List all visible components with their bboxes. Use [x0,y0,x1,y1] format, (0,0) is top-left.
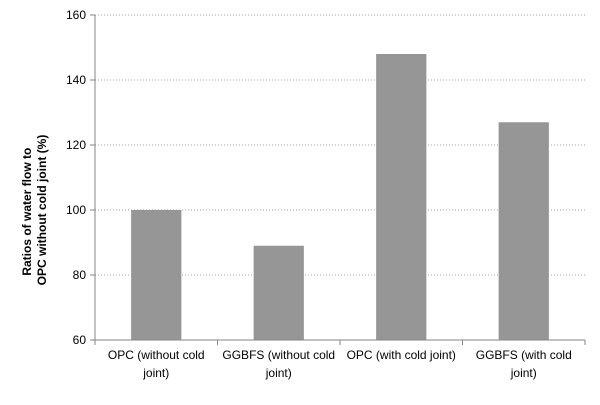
y-tick-label: 60 [73,333,87,347]
x-category-label-line: joint) [265,366,292,380]
x-category-label-line: GGBFS (without cold [222,348,335,362]
x-category-label-line: joint) [142,366,169,380]
y-tick-label: 100 [66,203,86,217]
bar-2 [253,245,304,340]
x-category-label-line: OPC (without cold [108,348,205,362]
axes [90,14,586,345]
x-category-label: OPC (with cold joint) [347,348,456,362]
x-category-label: GGBFS (without cold joint) [222,348,335,380]
y-tick-label: 80 [73,268,87,282]
bar-1 [131,210,182,340]
bars [131,54,549,340]
y-tick-label: 160 [66,8,86,22]
y-tick-labels: 60 80 100 120 140 160 [66,8,86,347]
x-category-label: OPC (without cold joint) [108,348,205,380]
bar-4 [498,122,549,340]
y-axis-title-line-2: OPC without cold joint (%) [35,135,49,286]
bar-3 [376,54,427,340]
x-category-label-line: joint) [510,366,537,380]
x-category-labels: OPC (without cold joint)GGBFS (without co… [108,348,572,380]
x-category-label: GGBFS (with cold joint) [476,348,572,380]
x-category-label-line: GGBFS (with cold [476,348,572,362]
y-axis-title: Ratios of water flow to OPC without cold… [20,135,49,286]
y-tick-label: 120 [66,138,86,152]
x-category-label-line: OPC (with cold joint) [347,348,456,362]
y-tick-label: 140 [66,73,86,87]
y-axis-title-line-1: Ratios of water flow to [20,148,34,276]
